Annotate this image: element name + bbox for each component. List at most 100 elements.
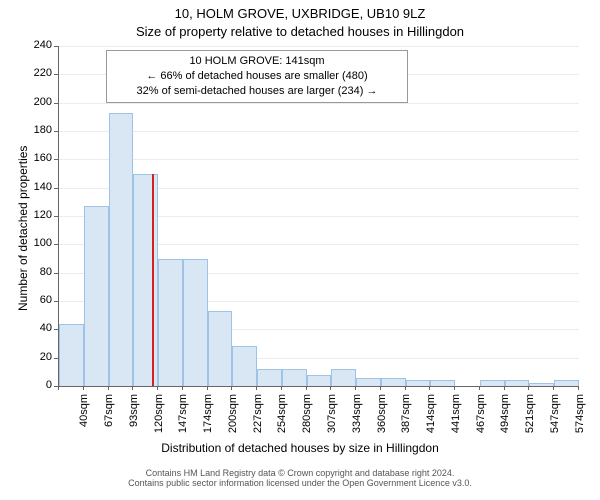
histogram-bar bbox=[406, 380, 431, 386]
x-tick-label: 40sqm bbox=[78, 394, 90, 442]
histogram-bar bbox=[59, 324, 84, 386]
x-tick-label: 387sqm bbox=[400, 394, 412, 442]
x-tick-label: 67sqm bbox=[103, 394, 115, 442]
footer: Contains HM Land Registry data © Crown c… bbox=[0, 468, 600, 488]
histogram-bar bbox=[232, 346, 257, 386]
x-tick-label: 120sqm bbox=[153, 394, 165, 442]
histogram-bar bbox=[480, 380, 505, 386]
y-tick-label: 160 bbox=[22, 152, 52, 164]
x-tick bbox=[256, 386, 257, 390]
x-tick bbox=[330, 386, 331, 390]
x-tick-label: 254sqm bbox=[276, 394, 288, 442]
gridline bbox=[59, 159, 579, 160]
y-tick bbox=[54, 273, 58, 274]
y-tick-label: 200 bbox=[22, 96, 52, 108]
y-tick bbox=[54, 188, 58, 189]
x-tick bbox=[281, 386, 282, 390]
x-tick bbox=[504, 386, 505, 390]
y-tick-label: 100 bbox=[22, 237, 52, 249]
x-tick-label: 174sqm bbox=[202, 394, 214, 442]
histogram-bar bbox=[331, 369, 356, 386]
chart-title-line1: 10, HOLM GROVE, UXBRIDGE, UB10 9LZ bbox=[0, 6, 600, 21]
y-tick bbox=[54, 74, 58, 75]
y-tick-label: 120 bbox=[22, 209, 52, 221]
histogram-bar bbox=[84, 206, 109, 386]
footer-line-0: Contains HM Land Registry data © Crown c… bbox=[0, 468, 600, 478]
histogram-bar bbox=[257, 369, 282, 386]
x-tick-label: 441sqm bbox=[450, 394, 462, 442]
y-axis-label: Number of detached properties bbox=[16, 146, 30, 311]
x-tick-label: 467sqm bbox=[475, 394, 487, 442]
x-tick-label: 494sqm bbox=[499, 394, 511, 442]
x-tick bbox=[108, 386, 109, 390]
y-tick-label: 80 bbox=[22, 266, 52, 278]
x-tick bbox=[429, 386, 430, 390]
histogram-bar bbox=[430, 380, 455, 386]
x-tick bbox=[132, 386, 133, 390]
x-tick bbox=[182, 386, 183, 390]
y-tick bbox=[54, 159, 58, 160]
histogram-bar bbox=[529, 383, 554, 386]
y-tick bbox=[54, 216, 58, 217]
x-tick bbox=[578, 386, 579, 390]
x-tick bbox=[157, 386, 158, 390]
x-tick-label: 521sqm bbox=[524, 394, 536, 442]
histogram-bar bbox=[356, 378, 381, 387]
chart-title-line2: Size of property relative to detached ho… bbox=[0, 24, 600, 39]
x-tick-label: 574sqm bbox=[574, 394, 586, 442]
gridline bbox=[59, 46, 579, 47]
histogram-bar bbox=[208, 311, 233, 386]
x-tick bbox=[405, 386, 406, 390]
x-tick bbox=[58, 386, 59, 390]
annotation-line-1: ← 66% of detached houses are smaller (48… bbox=[113, 69, 401, 84]
gridline bbox=[59, 103, 579, 104]
y-tick bbox=[54, 244, 58, 245]
y-tick bbox=[54, 103, 58, 104]
histogram-bar bbox=[158, 259, 183, 387]
y-tick-label: 20 bbox=[22, 351, 52, 363]
annotation-box: 10 HOLM GROVE: 141sqm ← 66% of detached … bbox=[106, 50, 408, 103]
x-tick bbox=[479, 386, 480, 390]
x-tick bbox=[83, 386, 84, 390]
annotation-line-2: 32% of semi-detached houses are larger (… bbox=[113, 84, 401, 99]
x-tick-label: 280sqm bbox=[301, 394, 313, 442]
x-axis-label: Distribution of detached houses by size … bbox=[0, 441, 600, 455]
y-tick bbox=[54, 301, 58, 302]
x-tick-label: 414sqm bbox=[425, 394, 437, 442]
x-tick-label: 360sqm bbox=[376, 394, 388, 442]
x-tick-label: 227sqm bbox=[252, 394, 264, 442]
y-tick-label: 40 bbox=[22, 322, 52, 334]
y-tick bbox=[54, 329, 58, 330]
y-tick-label: 180 bbox=[22, 124, 52, 136]
y-tick bbox=[54, 358, 58, 359]
y-tick-label: 140 bbox=[22, 181, 52, 193]
reference-line bbox=[152, 174, 154, 387]
histogram-bar bbox=[183, 259, 208, 387]
x-tick bbox=[454, 386, 455, 390]
footer-line-1: Contains public sector information licen… bbox=[0, 478, 600, 488]
annotation-line-0: 10 HOLM GROVE: 141sqm bbox=[113, 54, 401, 69]
x-tick-label: 547sqm bbox=[549, 394, 561, 442]
histogram-bar bbox=[109, 113, 134, 386]
x-tick-label: 334sqm bbox=[351, 394, 363, 442]
x-tick-label: 200sqm bbox=[227, 394, 239, 442]
histogram-bar bbox=[554, 380, 579, 386]
y-tick-label: 240 bbox=[22, 39, 52, 51]
histogram-bar bbox=[505, 380, 530, 386]
gridline bbox=[59, 131, 579, 132]
x-tick bbox=[355, 386, 356, 390]
histogram-bar bbox=[381, 378, 406, 387]
x-tick-label: 93sqm bbox=[128, 394, 140, 442]
y-tick-label: 0 bbox=[22, 379, 52, 391]
x-tick bbox=[207, 386, 208, 390]
histogram-bar bbox=[307, 375, 332, 386]
x-tick bbox=[231, 386, 232, 390]
y-tick-label: 220 bbox=[22, 67, 52, 79]
x-tick bbox=[306, 386, 307, 390]
y-tick bbox=[54, 131, 58, 132]
x-tick-label: 307sqm bbox=[326, 394, 338, 442]
y-tick-label: 60 bbox=[22, 294, 52, 306]
histogram-bar bbox=[133, 174, 158, 387]
x-tick bbox=[528, 386, 529, 390]
x-tick bbox=[380, 386, 381, 390]
